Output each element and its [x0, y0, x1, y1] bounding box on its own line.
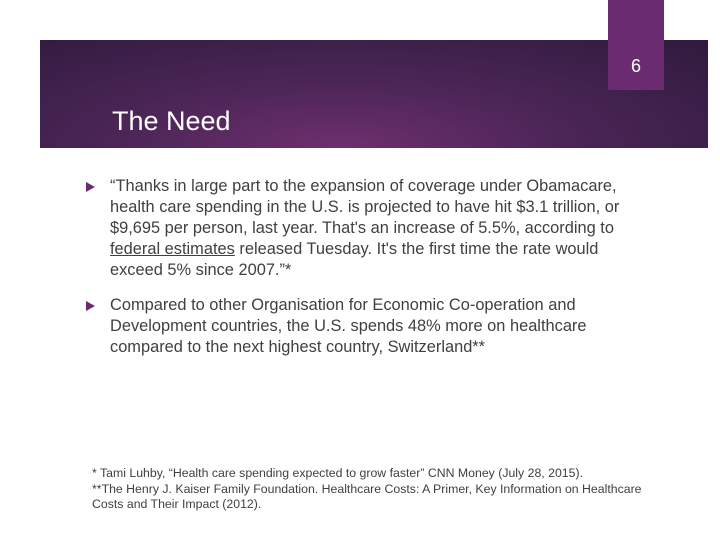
- triangle-bullet-icon: [86, 182, 95, 192]
- bullet-list: “Thanks in large part to the expansion o…: [86, 176, 646, 372]
- slide-title: The Need: [112, 106, 231, 136]
- footnote-kaiser: **The Henry J. Kaiser Family Foundation.…: [92, 481, 642, 512]
- bullet-text-part: “Thanks in large part to the expansion o…: [110, 177, 620, 237]
- footnote-cnn: * Tami Luhby, “Health care spending expe…: [92, 466, 583, 480]
- page-number: 6: [630, 56, 641, 76]
- triangle-bullet-icon: [86, 301, 95, 311]
- bullet-item-oecd: Compared to other Organisation for Econo…: [86, 295, 646, 358]
- bullet-text: Compared to other Organisation for Econo…: [110, 296, 587, 356]
- bullet-text-part: released Tuesday. It's the first time th…: [110, 240, 599, 279]
- title-band: [40, 40, 708, 148]
- federal-estimates-link[interactable]: federal estimates: [110, 240, 235, 258]
- bullet-item-spending: “Thanks in large part to the expansion o…: [86, 176, 646, 281]
- page-number-tab: [608, 0, 664, 90]
- bullet-text: “Thanks in large part to the expansion o…: [110, 176, 646, 281]
- footnotes: * Tami Luhby, “Health care spending expe…: [92, 466, 672, 513]
